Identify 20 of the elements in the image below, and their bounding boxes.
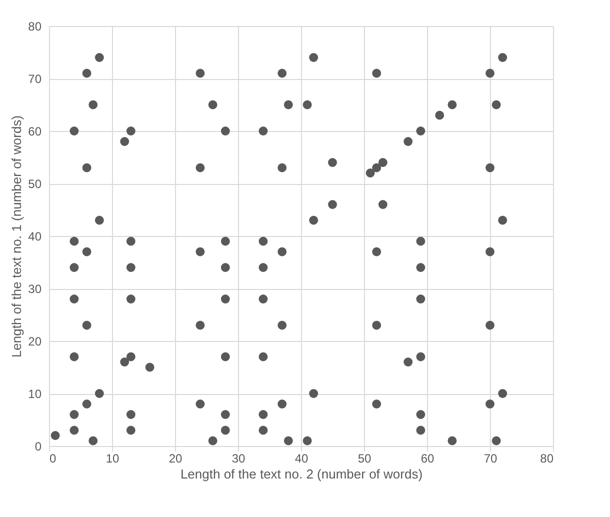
y-tick-label: 20: [28, 334, 42, 348]
y-tick-label: 70: [28, 72, 42, 86]
y-tick-label: 60: [28, 124, 42, 138]
x-tick-label: 80: [540, 452, 554, 466]
y-tick-label: 50: [28, 177, 42, 191]
x-tick-label: 30: [232, 452, 246, 466]
x-tick-label: 40: [294, 452, 308, 466]
x-tick-label: 60: [420, 452, 434, 466]
x-tick-label: 50: [358, 452, 372, 466]
x-tick-label: 70: [484, 452, 498, 466]
x-tick-label: 20: [168, 452, 182, 466]
y-axis-title: Length of the text no. 1 (number of words): [9, 115, 24, 358]
y-tick-label: 10: [28, 387, 42, 401]
y-tick-label: 30: [28, 282, 42, 296]
x-tick-label: 0: [50, 452, 56, 466]
x-tick-label: 10: [106, 452, 120, 466]
y-tick-label: 80: [28, 20, 42, 34]
y-tick-label: 0: [34, 440, 42, 454]
y-tick-label: 40: [28, 230, 42, 244]
x-axis-title: Length of the text no. 2 (number of words): [180, 466, 423, 482]
